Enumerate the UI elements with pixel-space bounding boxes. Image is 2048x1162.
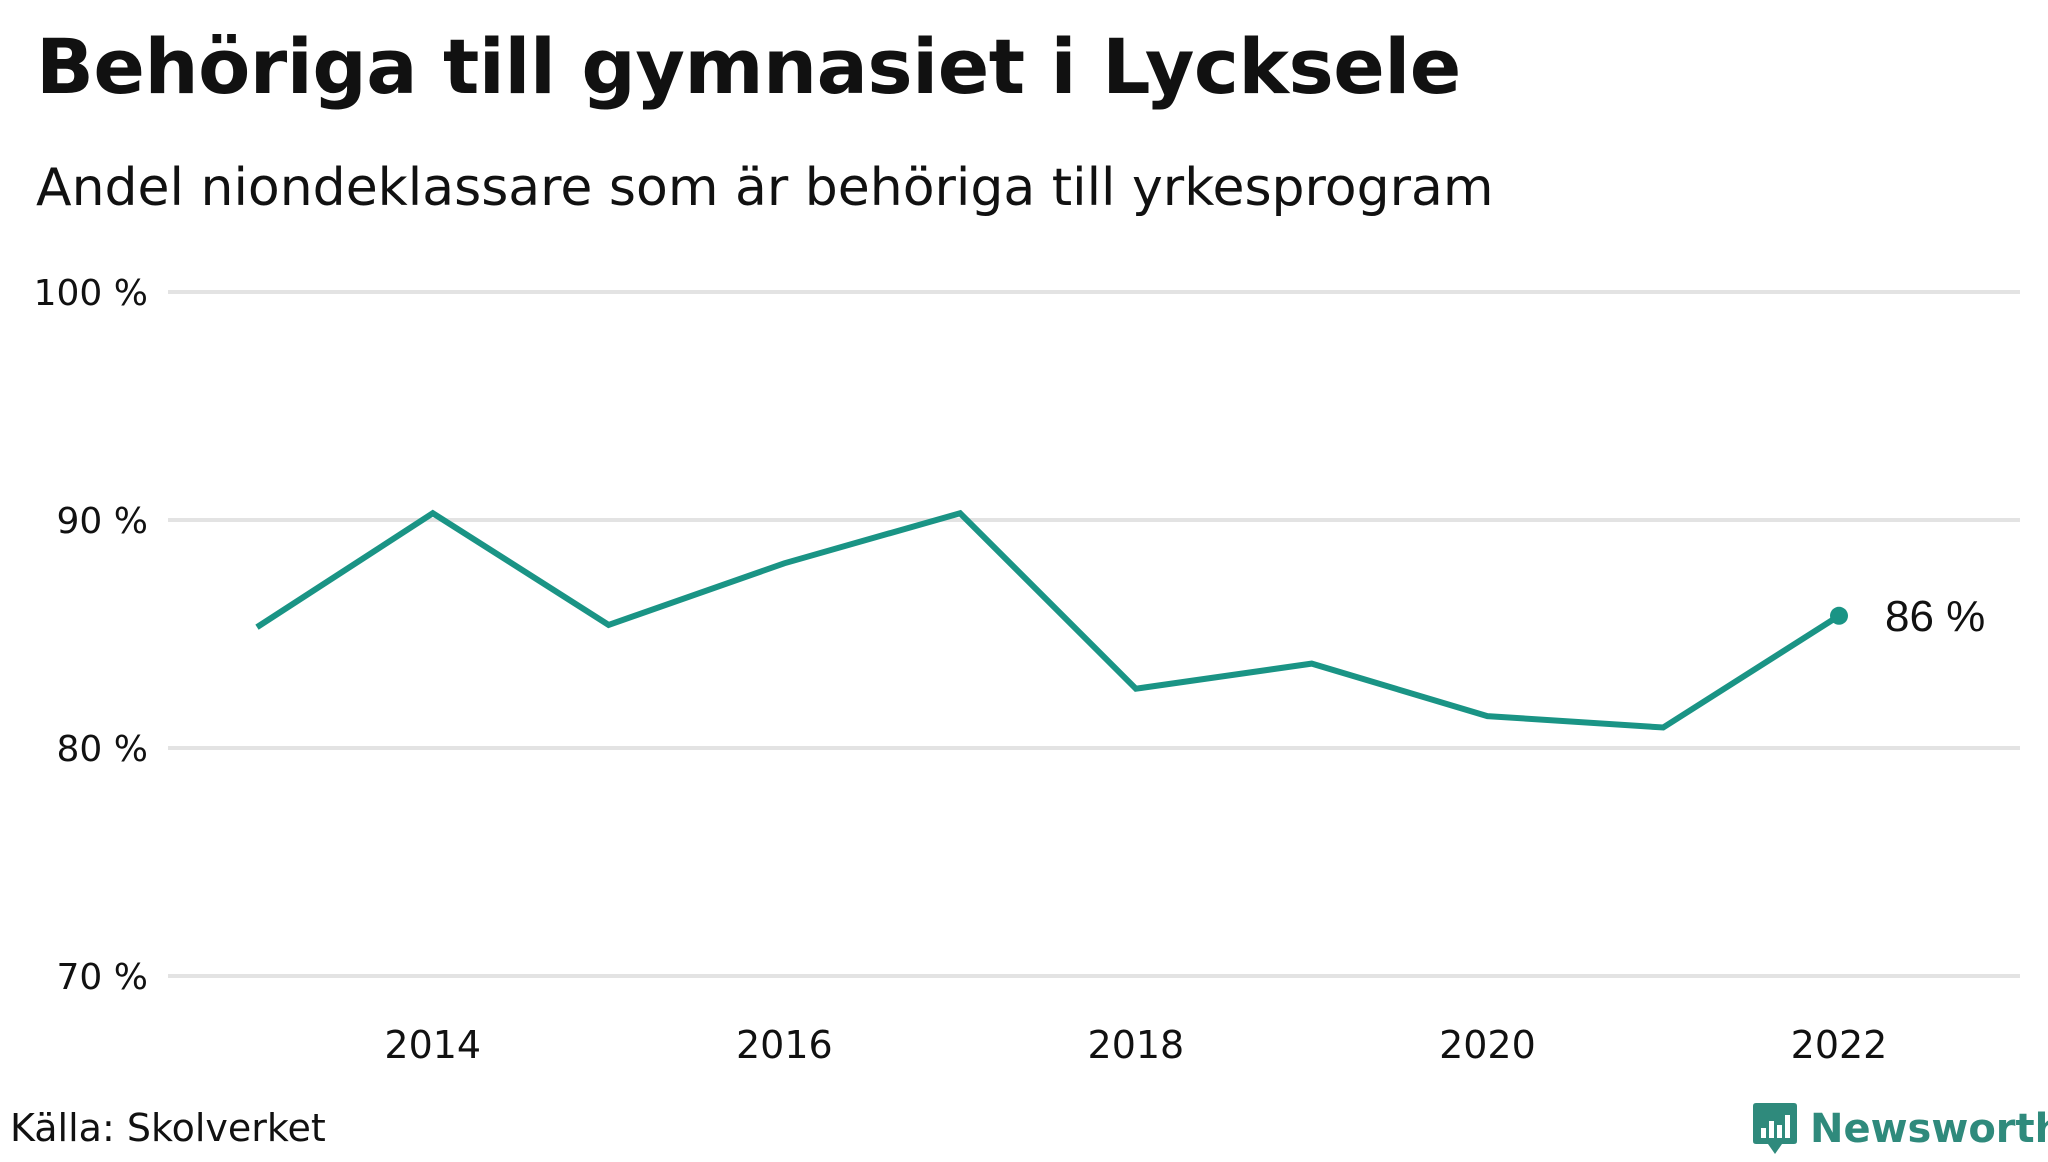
- end-value-label: 86 %: [1885, 592, 1985, 641]
- chart-title: Behöriga till gymnasiet i Lycksele: [36, 22, 1461, 111]
- x-tick-label: 2022: [1791, 1023, 1888, 1067]
- y-tick-label: 70 %: [57, 957, 148, 998]
- x-tick-label: 2018: [1088, 1023, 1185, 1067]
- chart-subtitle: Andel niondeklassare som är behöriga til…: [36, 158, 1494, 218]
- y-tick-label: 100 %: [34, 273, 148, 314]
- series-line: [255, 509, 1841, 731]
- x-tick-label: 2020: [1439, 1023, 1536, 1067]
- gridlines: [168, 290, 2020, 978]
- brand-name: Newsworthy: [1810, 1106, 2048, 1152]
- y-tick-label: 80 %: [57, 729, 148, 770]
- y-axis-ticks: 70 % 80 % 90 % 100 %: [34, 273, 148, 998]
- bar-chart-speech-bubble-icon: [1753, 1103, 1797, 1154]
- brand-logo: Newsworthy: [1752, 1096, 2048, 1162]
- source-note: Källa: Skolverket: [10, 1106, 326, 1150]
- end-point-marker: [1830, 606, 1848, 625]
- series-layer: 86 %: [255, 509, 1985, 731]
- y-tick-label: 90 %: [57, 501, 148, 542]
- x-tick-label: 2014: [384, 1023, 481, 1067]
- x-axis-ticks: 2014 2016 2018 2020 2022: [384, 1023, 1887, 1067]
- x-tick-label: 2016: [736, 1023, 833, 1067]
